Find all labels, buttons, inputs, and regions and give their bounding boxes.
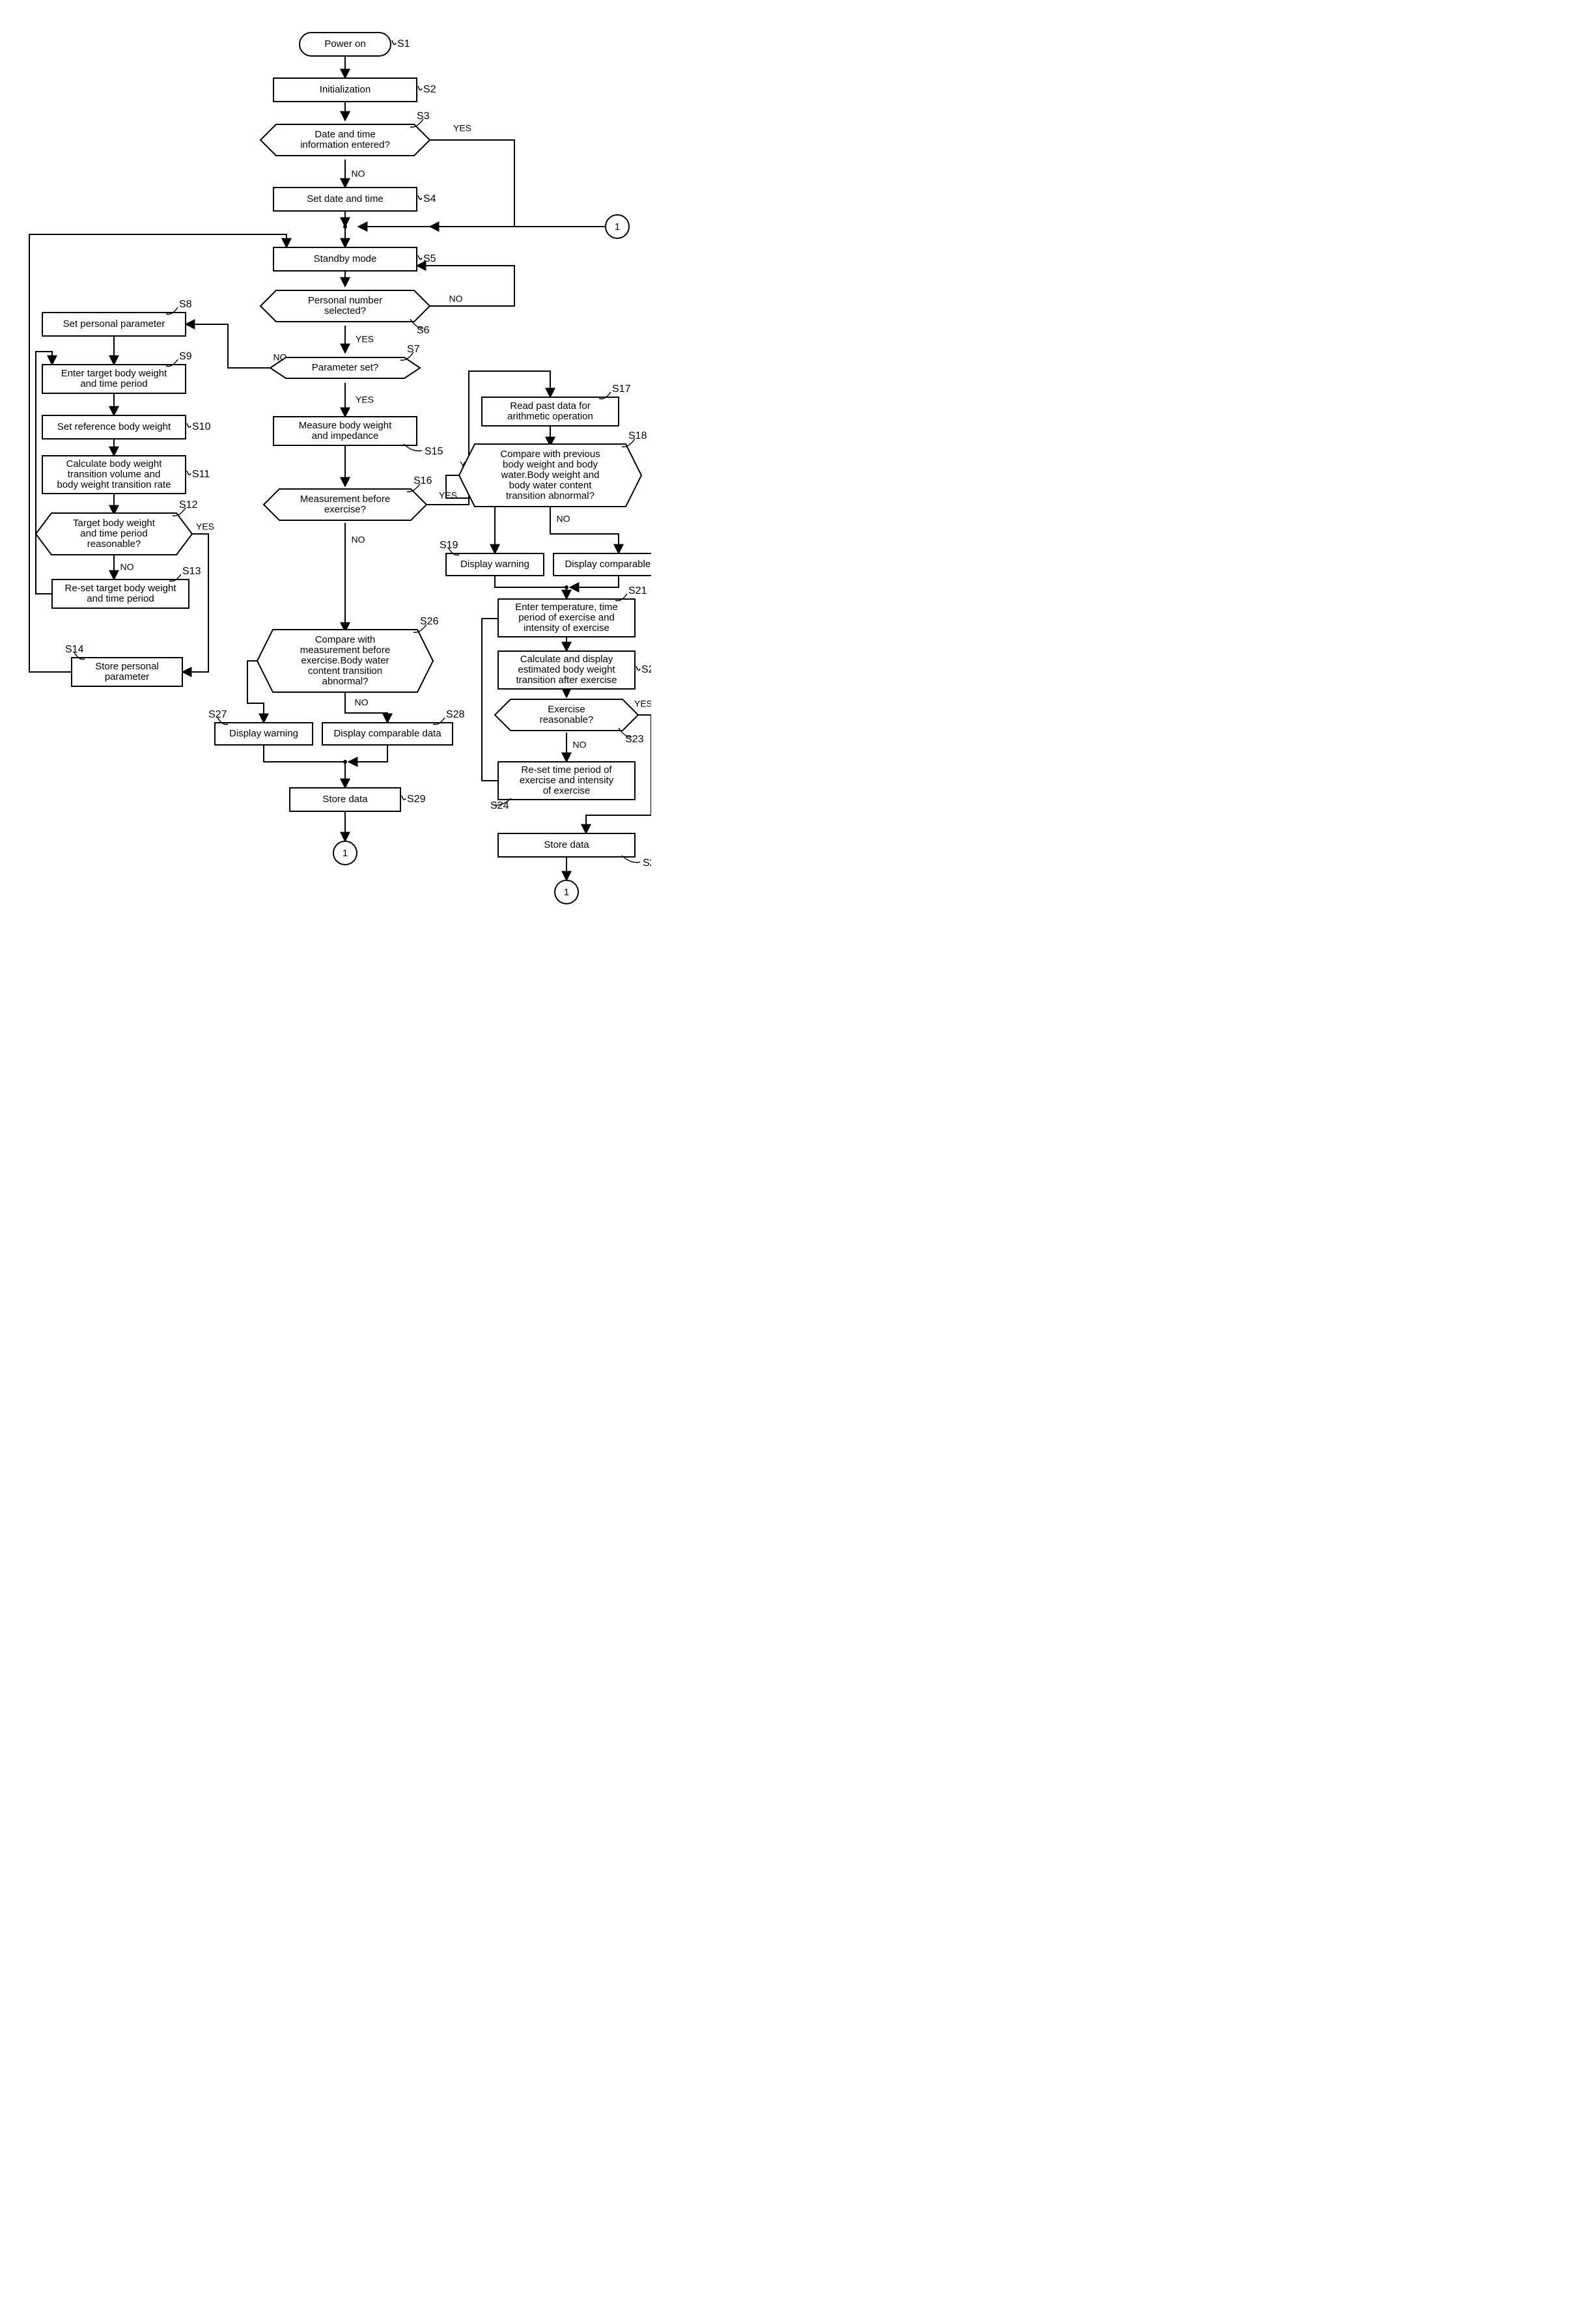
svg-text:Set reference body weight: Set reference body weight: [57, 421, 171, 432]
svg-text:Compare with previousbody weig: Compare with previousbody weight and bod…: [500, 449, 600, 501]
step-label: S18: [628, 430, 647, 441]
svg-text:1: 1: [615, 221, 620, 232]
svg-text:Display comparable data: Display comparable data: [333, 728, 441, 739]
step-label: S5: [423, 253, 436, 264]
edge-label: NO: [449, 294, 463, 304]
edge-label: NO: [573, 740, 587, 750]
svg-text:Store data: Store data: [544, 839, 589, 850]
step-label: S1: [397, 38, 410, 49]
svg-text:Set date and time: Set date and time: [307, 193, 384, 204]
edge-label: NO: [352, 169, 365, 179]
flowchart-container: NOYESNOYESNOYESNOYESNOYESYESNONOYESYESNO…: [13, 13, 1583, 940]
svg-text:Calculate body weighttransitio: Calculate body weighttransition volume a…: [57, 458, 171, 490]
step-label: S22: [641, 664, 651, 675]
edge-label: YES: [634, 699, 651, 709]
step-label: S27: [208, 709, 227, 720]
step-label: S6: [417, 325, 430, 336]
step-label: S3: [417, 111, 430, 122]
step-label: S9: [179, 351, 192, 362]
flow-edge: [495, 576, 567, 599]
step-label: S15: [425, 446, 443, 457]
edge-label: NO: [352, 535, 365, 545]
svg-text:Calculate and displayestimated: Calculate and displayestimated body weig…: [516, 654, 617, 686]
step-label: S4: [423, 193, 436, 204]
step-label: S14: [65, 644, 84, 655]
flow-edge: [348, 745, 387, 762]
step-label: S21: [628, 585, 647, 596]
step-label: S11: [192, 469, 210, 480]
svg-text:Display comparable data: Display comparable data: [565, 559, 651, 570]
svg-text:Display warning: Display warning: [460, 559, 529, 570]
svg-text:Read past data forarithmetic o: Read past data forarithmetic operation: [507, 400, 593, 422]
svg-text:Parameter set?: Parameter set?: [312, 362, 379, 373]
step-label: S25: [643, 858, 651, 869]
step-label: S12: [179, 499, 198, 510]
edge-label: YES: [356, 395, 374, 405]
svg-text:1: 1: [343, 848, 348, 859]
edge-label: YES: [196, 522, 214, 532]
step-label: S17: [612, 384, 631, 395]
edge-label: YES: [439, 490, 457, 501]
step-label: S8: [179, 299, 192, 310]
svg-text:Set personal parameter: Set personal parameter: [63, 318, 165, 329]
svg-text:Standby mode: Standby mode: [314, 253, 377, 264]
edge-label: NO: [355, 697, 369, 708]
edge-label: YES: [356, 334, 374, 344]
svg-text:Measure body weightand impedan: Measure body weightand impedance: [299, 420, 392, 441]
flow-edge: [570, 576, 619, 587]
step-label: S10: [192, 421, 211, 432]
edge-label: NO: [120, 562, 134, 572]
svg-text:Initialization: Initialization: [320, 84, 371, 95]
step-label: S29: [407, 794, 426, 805]
step-label: S24: [490, 800, 509, 811]
svg-text:Enter temperature, timeperiod: Enter temperature, timeperiod of exercis…: [515, 602, 618, 634]
step-label: S26: [420, 616, 439, 627]
svg-text:1: 1: [564, 887, 569, 898]
edge-label: YES: [453, 123, 471, 133]
flow-edge: [550, 505, 619, 553]
svg-text:Display warning: Display warning: [229, 728, 298, 739]
step-label: S13: [182, 566, 201, 577]
flow-edge: [264, 745, 345, 788]
step-label: S19: [440, 540, 458, 551]
svg-text:Power on: Power on: [324, 38, 365, 49]
flow-edge: [417, 266, 514, 306]
svg-text:Store data: Store data: [322, 794, 368, 805]
svg-text:Store personalparameter: Store personalparameter: [95, 661, 159, 682]
step-label: S16: [413, 475, 432, 486]
step-label: S28: [446, 709, 465, 720]
step-label: S23: [625, 734, 644, 745]
edge-label: NO: [557, 514, 570, 524]
step-label: S7: [407, 344, 420, 355]
step-label: S2: [423, 84, 436, 95]
flow-edge: [186, 324, 270, 368]
